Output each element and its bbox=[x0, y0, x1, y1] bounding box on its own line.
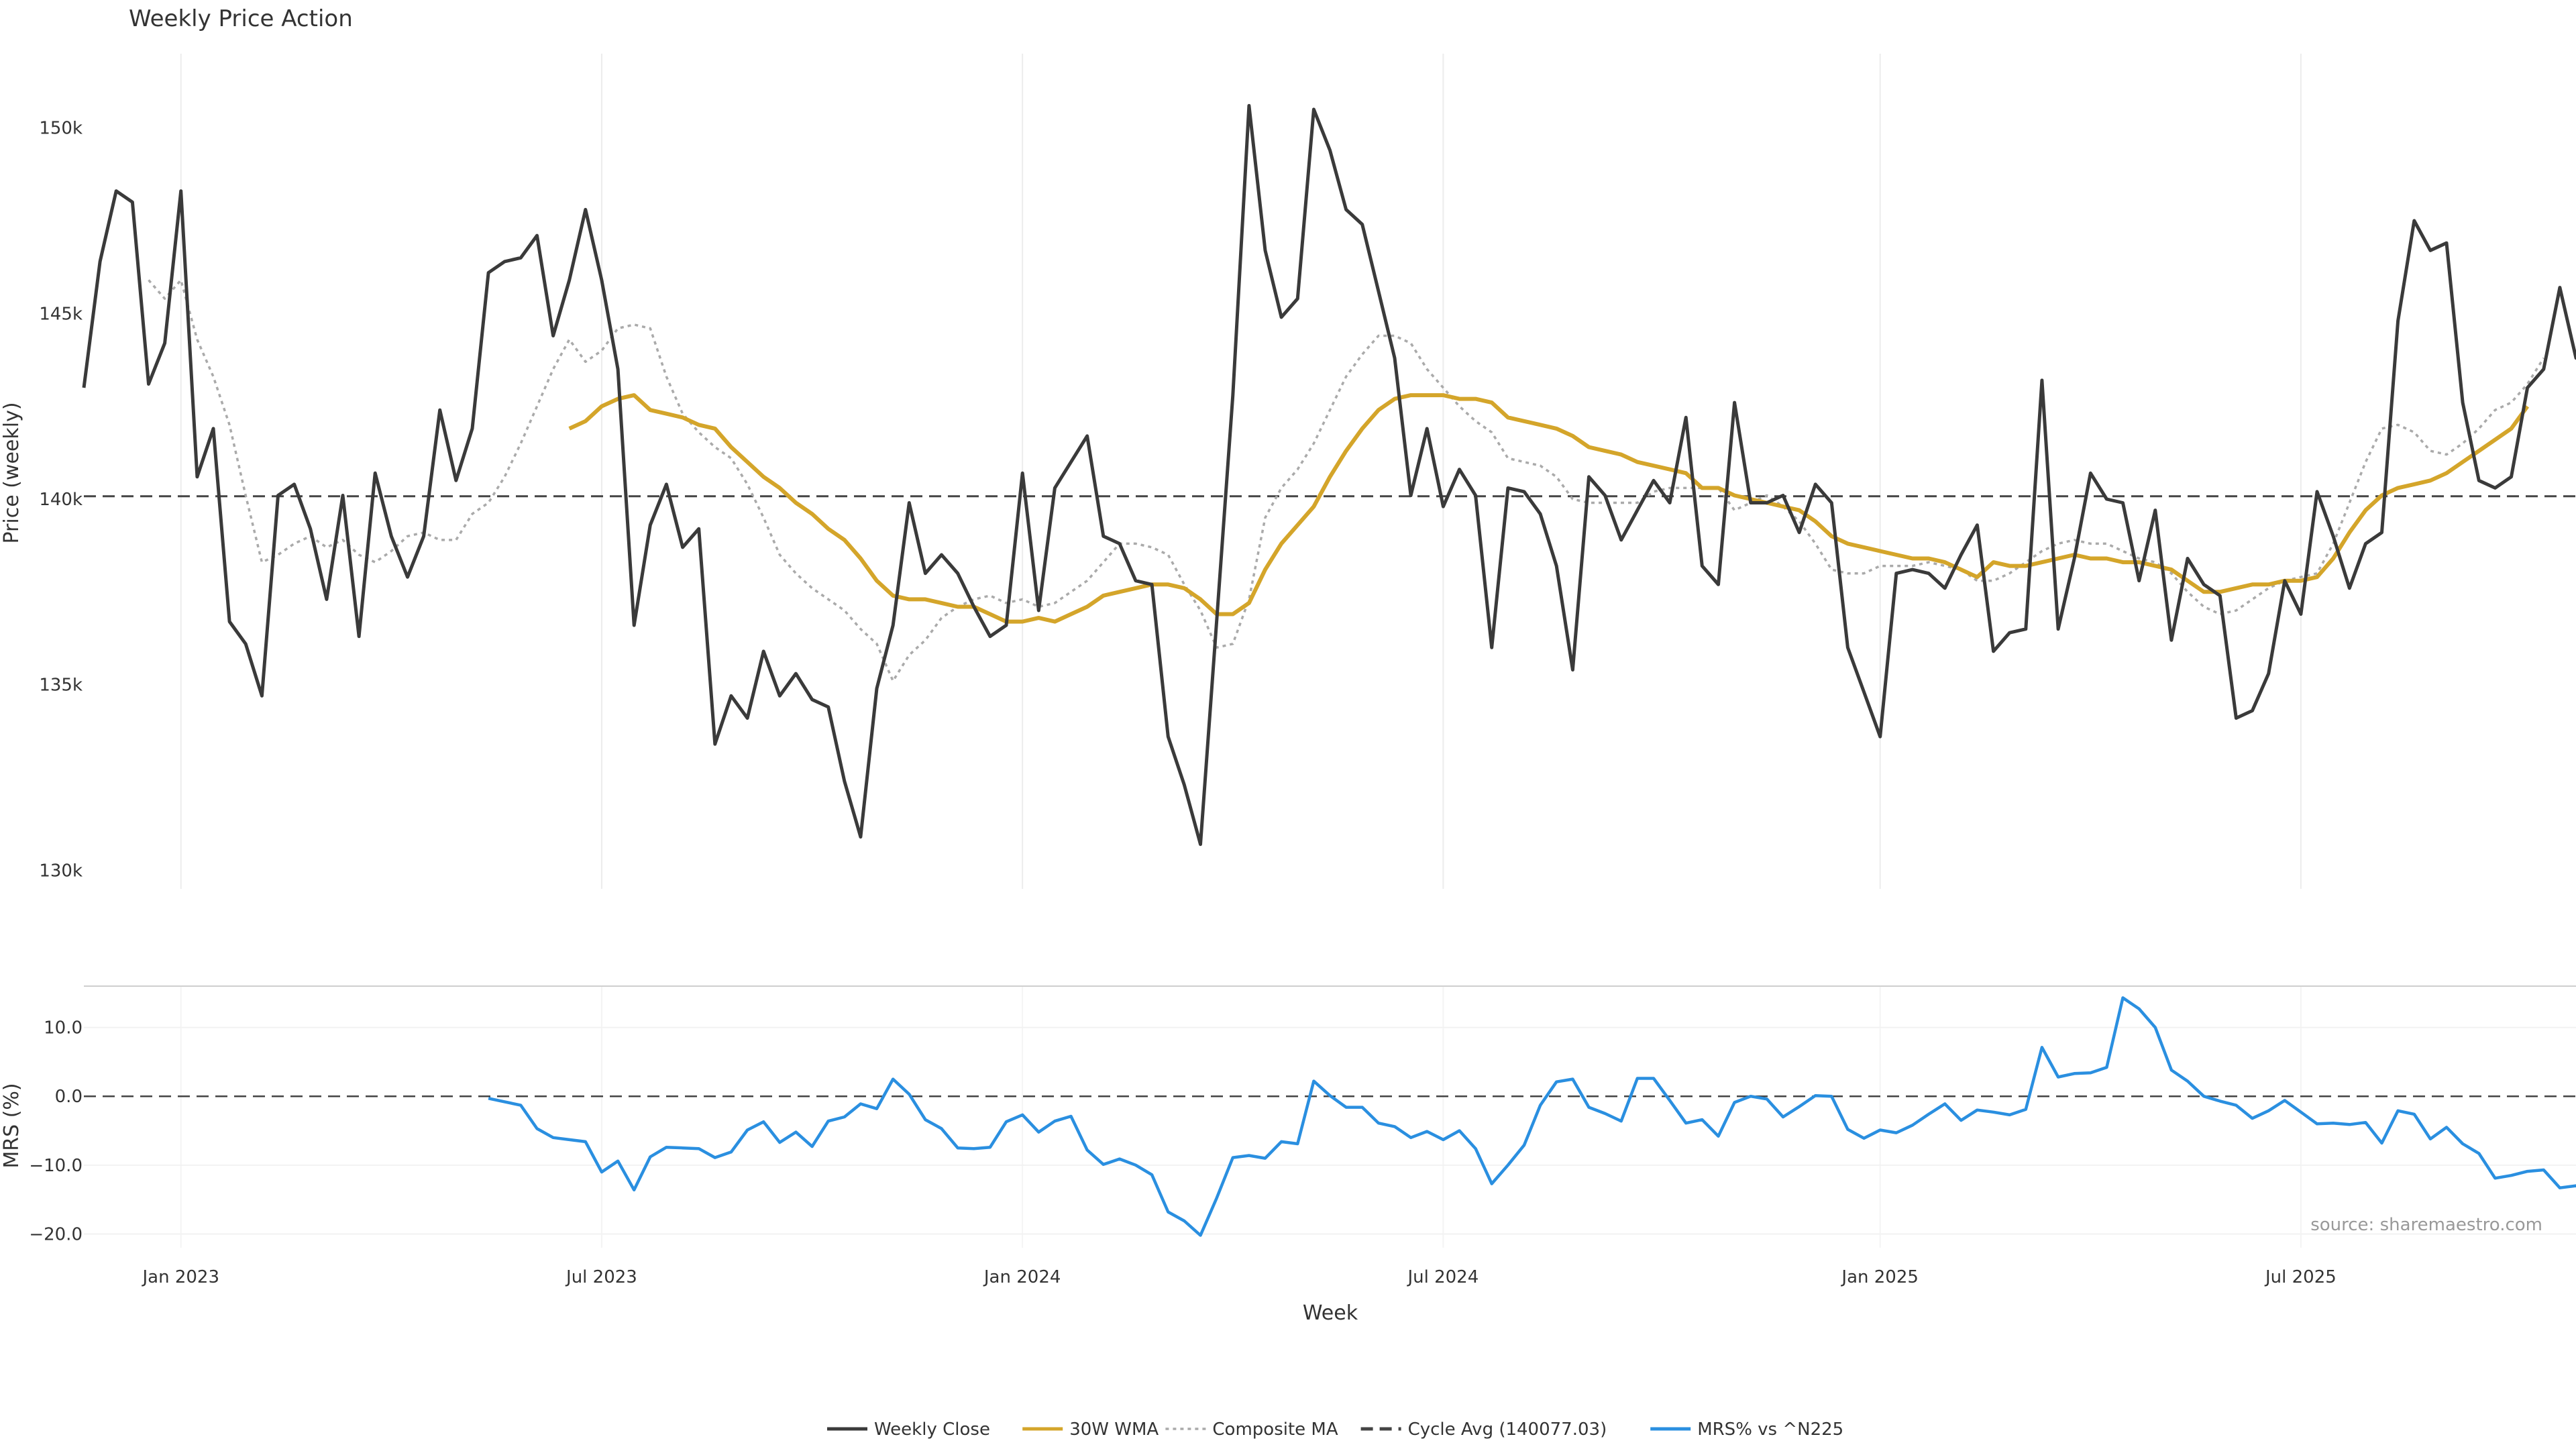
legend-item: Cycle Avg (140077.03) bbox=[1360, 1419, 1607, 1440]
price-y-tick-label: 135k bbox=[39, 676, 83, 696]
price-y-tick-label: 140k bbox=[39, 490, 83, 510]
price-y-axis-label: Price (weekly) bbox=[0, 402, 23, 543]
legend-label: Cycle Avg (140077.03) bbox=[1408, 1419, 1607, 1440]
price-y-tick-label: 150k bbox=[39, 119, 83, 139]
price-y-tick-label: 130k bbox=[39, 861, 83, 881]
legend-label: Weekly Close bbox=[874, 1419, 990, 1440]
legend-label: MRS% vs ^N225 bbox=[1697, 1419, 1843, 1440]
mrs-gridlines bbox=[84, 985, 2576, 1248]
price-gridlines bbox=[180, 54, 2302, 889]
mrs-series-group bbox=[84, 996, 2576, 1237]
legend-item: Weekly Close bbox=[827, 1419, 990, 1440]
x-tick-label: Jul 2025 bbox=[2264, 1267, 2337, 1287]
source-annotation: source: sharemaestro.com bbox=[2310, 1215, 2542, 1235]
x-tick-label: Jan 2024 bbox=[983, 1267, 1061, 1287]
legend-item: 30W WMA bbox=[1022, 1419, 1159, 1440]
legend-item: MRS% vs ^N225 bbox=[1650, 1419, 1843, 1440]
wma-30w-line bbox=[568, 393, 2530, 624]
mrs-y-tick-label: 10.0 bbox=[44, 1018, 83, 1038]
mrs-y-axis-label: MRS (%) bbox=[0, 1083, 23, 1168]
mrs-line bbox=[488, 996, 2576, 1237]
price-y-tick-label: 145k bbox=[39, 304, 83, 324]
price-series-group bbox=[82, 104, 2576, 847]
chart-title: Weekly Price Action bbox=[129, 5, 353, 32]
legend-item: Composite MA bbox=[1165, 1419, 1338, 1440]
x-tick-label: Jan 2025 bbox=[1840, 1267, 1919, 1287]
x-axis-label: Week bbox=[1303, 1301, 1358, 1325]
composite-ma-line bbox=[148, 278, 2545, 682]
legend-label: 30W WMA bbox=[1069, 1419, 1159, 1440]
legend: Weekly Close 30W WMA Composite MA Cycle Avg… bbox=[827, 1419, 1843, 1440]
x-tick-label: Jul 2024 bbox=[1406, 1267, 1479, 1287]
mrs-y-tick-label: 0.0 bbox=[55, 1087, 83, 1107]
x-tick-label: Jan 2023 bbox=[141, 1267, 219, 1287]
mrs-y-tick-label: −20.0 bbox=[29, 1224, 83, 1244]
mrs-y-tick-label: −10.0 bbox=[29, 1156, 83, 1176]
legend-label: Composite MA bbox=[1212, 1419, 1338, 1440]
tick-labels: Jan 2023 Jul 2023 Jan 2024 Jul 2024 Jan 2025… bbox=[29, 119, 2336, 1287]
weekly-close-line bbox=[82, 104, 2576, 847]
x-tick-label: Jul 2023 bbox=[565, 1267, 637, 1287]
